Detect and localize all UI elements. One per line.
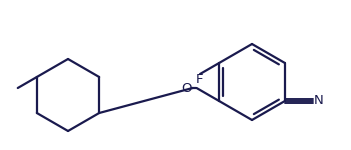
Text: N: N [314, 94, 324, 108]
Text: O: O [181, 81, 192, 94]
Text: F: F [195, 73, 203, 86]
